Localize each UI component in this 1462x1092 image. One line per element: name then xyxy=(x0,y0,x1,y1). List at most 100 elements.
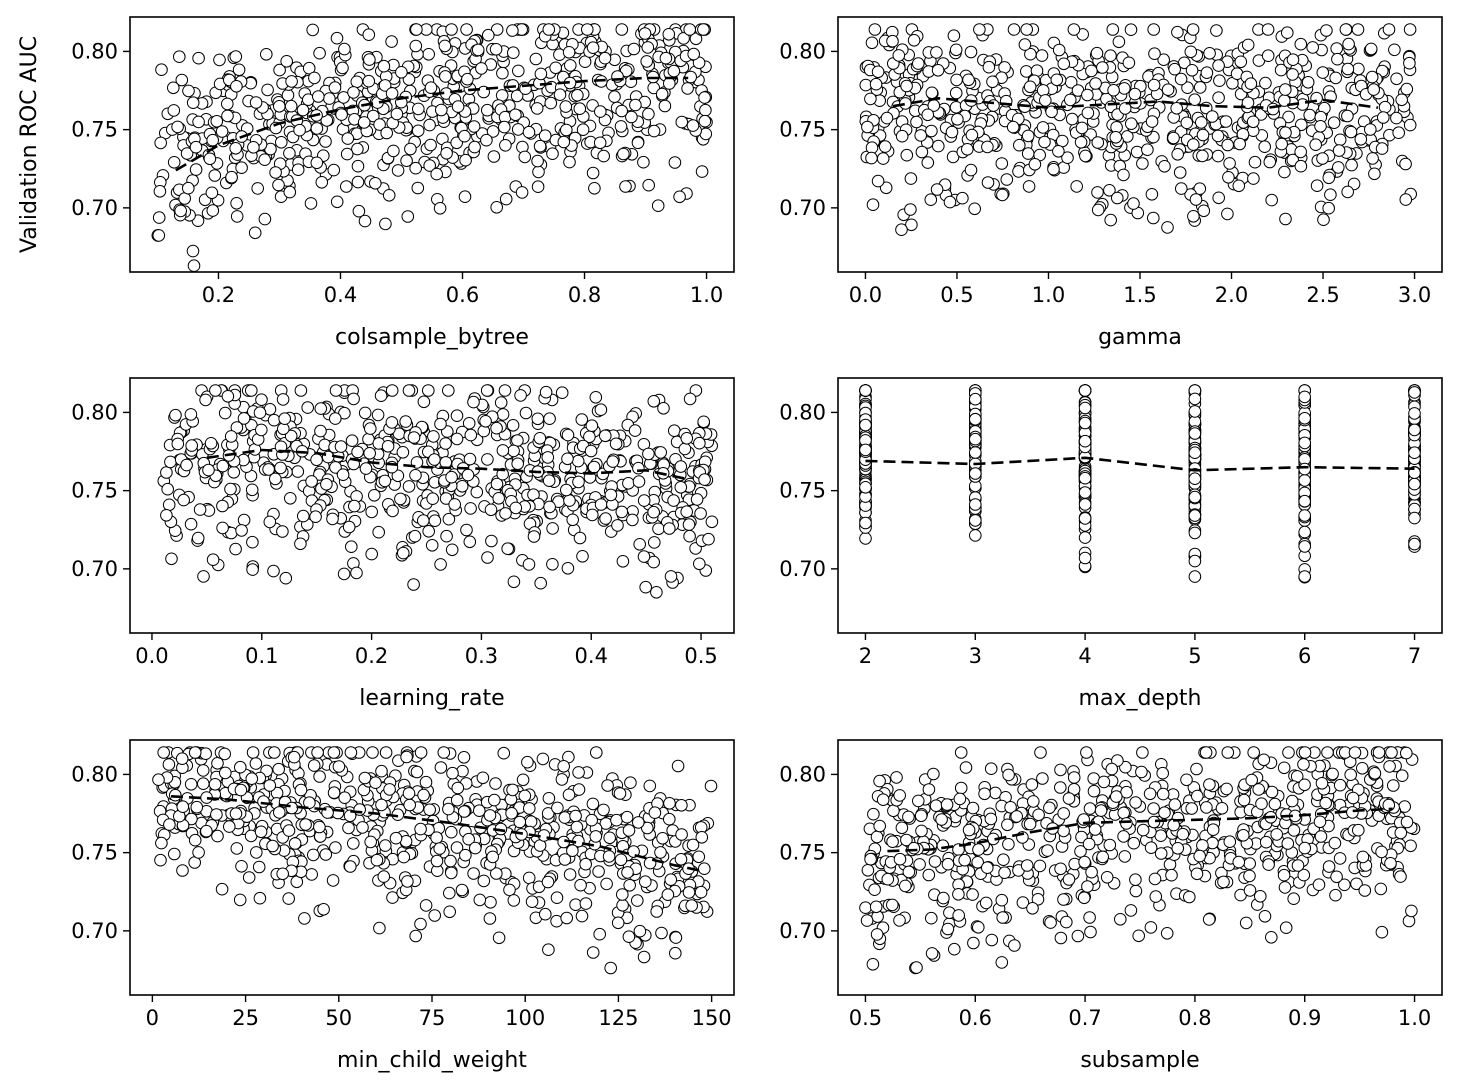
data-point xyxy=(654,446,668,459)
trend-line xyxy=(206,448,691,481)
data-point xyxy=(457,751,471,764)
data-point xyxy=(152,229,166,242)
data-point xyxy=(1173,166,1187,179)
data-point xyxy=(506,24,519,37)
data-point xyxy=(506,419,520,432)
data-point xyxy=(905,218,918,232)
data-point xyxy=(566,513,580,527)
data-point xyxy=(1127,836,1141,850)
data-point xyxy=(364,835,378,849)
data-point xyxy=(1020,65,1033,78)
x-tick-label: 0.5 xyxy=(940,283,973,307)
data-point xyxy=(1286,68,1299,81)
data-point xyxy=(1378,100,1392,114)
data-point xyxy=(1287,892,1300,906)
data-point xyxy=(925,86,939,100)
data-point xyxy=(622,930,636,944)
data-point xyxy=(895,223,908,236)
data-point xyxy=(282,892,296,905)
data-point xyxy=(1195,116,1208,129)
data-point xyxy=(561,562,575,575)
data-point xyxy=(313,770,326,783)
axes-frame xyxy=(129,16,735,273)
data-point xyxy=(1282,746,1295,759)
data-point xyxy=(981,140,994,154)
data-point xyxy=(542,792,556,805)
data-point xyxy=(1223,157,1236,170)
data-point xyxy=(1281,26,1294,40)
x-axis-label: min_child_weight xyxy=(337,1048,527,1073)
data-point xyxy=(154,853,167,867)
data-point xyxy=(180,458,193,472)
data-point xyxy=(459,153,472,167)
data-point xyxy=(176,800,190,814)
data-point xyxy=(1171,148,1184,161)
axes-frame xyxy=(129,377,735,634)
data-point xyxy=(221,97,234,111)
data-point xyxy=(434,417,447,431)
data-point xyxy=(606,455,620,468)
data-point xyxy=(619,180,632,193)
data-point xyxy=(411,181,425,195)
data-point xyxy=(1149,890,1163,903)
data-point xyxy=(1375,925,1389,939)
data-point xyxy=(428,453,441,466)
data-point xyxy=(255,393,268,407)
data-point xyxy=(173,50,186,64)
data-point xyxy=(1344,768,1357,782)
data-point xyxy=(267,413,281,427)
data-point xyxy=(643,779,657,793)
data-point xyxy=(1395,769,1409,783)
data-point xyxy=(312,90,325,103)
data-point xyxy=(1104,213,1117,227)
data-point xyxy=(1297,868,1311,882)
data-point xyxy=(968,202,982,216)
data-point xyxy=(1174,72,1188,86)
data-point xyxy=(571,89,584,102)
data-point xyxy=(282,824,296,837)
data-point xyxy=(511,457,525,471)
x-tick-label: 5 xyxy=(1188,644,1201,668)
data-point xyxy=(613,787,627,800)
axes-frame xyxy=(837,739,1443,996)
data-point xyxy=(310,156,324,170)
data-point xyxy=(422,384,435,397)
data-point xyxy=(409,929,423,943)
data-point xyxy=(1298,390,1311,404)
data-point xyxy=(400,154,413,167)
data-point xyxy=(1382,23,1396,36)
data-point xyxy=(697,23,710,36)
data-point xyxy=(1158,160,1171,173)
data-point xyxy=(506,783,519,797)
data-point xyxy=(189,140,203,154)
data-point xyxy=(611,916,625,930)
data-point xyxy=(235,860,248,873)
data-point xyxy=(445,470,458,484)
data-point xyxy=(865,151,878,165)
data-point xyxy=(1183,890,1196,904)
x-tick-label: 1.0 xyxy=(690,283,723,307)
data-point xyxy=(185,439,198,452)
data-point xyxy=(245,483,259,497)
data-point xyxy=(1129,873,1142,887)
data-point xyxy=(663,797,676,810)
data-point xyxy=(494,396,508,409)
data-point xyxy=(663,77,676,90)
data-point xyxy=(1294,145,1307,159)
data-point xyxy=(859,481,872,494)
data-point xyxy=(1320,24,1333,37)
data-point xyxy=(280,55,294,68)
data-point xyxy=(1404,839,1417,853)
data-point xyxy=(369,776,382,790)
data-point xyxy=(886,898,899,912)
y-tick-label: 0.70 xyxy=(71,557,118,581)
data-point xyxy=(1315,777,1329,790)
data-point xyxy=(340,147,354,161)
data-point xyxy=(206,133,219,147)
data-point xyxy=(1106,23,1120,36)
data-point xyxy=(1232,855,1246,869)
data-point xyxy=(1394,870,1407,883)
data-point xyxy=(694,507,707,520)
data-point xyxy=(910,961,923,974)
data-point xyxy=(899,879,912,893)
